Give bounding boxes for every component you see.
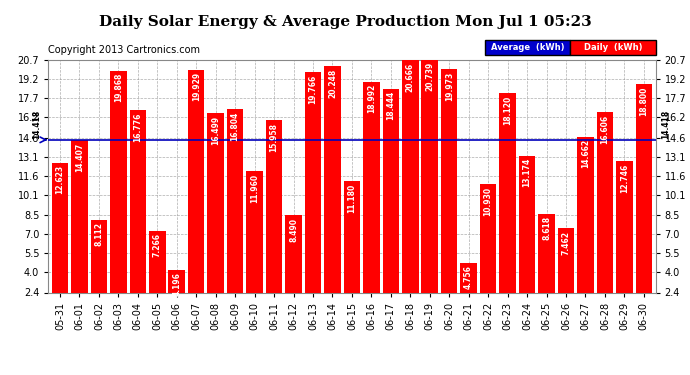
Text: Average  (kWh): Average (kWh) xyxy=(491,44,564,52)
Text: Daily  (kWh): Daily (kWh) xyxy=(584,44,642,52)
Bar xyxy=(635,84,652,323)
Bar xyxy=(90,220,107,323)
Text: 19.868: 19.868 xyxy=(114,73,123,102)
Bar xyxy=(577,137,593,323)
FancyBboxPatch shape xyxy=(486,40,571,56)
Bar xyxy=(480,184,496,323)
Bar xyxy=(168,270,185,323)
Bar xyxy=(597,112,613,323)
Text: 4.196: 4.196 xyxy=(172,272,181,296)
Text: 18.800: 18.800 xyxy=(640,87,649,116)
Bar xyxy=(208,113,224,323)
Bar xyxy=(500,93,516,323)
Text: 19.766: 19.766 xyxy=(308,74,317,104)
Text: 12.746: 12.746 xyxy=(620,164,629,193)
Text: 13.174: 13.174 xyxy=(522,158,531,188)
Text: 10.930: 10.930 xyxy=(484,187,493,216)
Bar xyxy=(363,82,380,323)
Bar xyxy=(285,215,302,323)
Bar xyxy=(402,60,419,323)
Bar xyxy=(266,120,282,323)
Bar xyxy=(344,181,360,323)
Bar xyxy=(227,110,244,323)
Text: 15.958: 15.958 xyxy=(270,123,279,152)
Text: 18.120: 18.120 xyxy=(503,95,512,124)
Text: 14.418: 14.418 xyxy=(32,110,41,139)
Text: 16.776: 16.776 xyxy=(133,112,142,142)
Text: 11.960: 11.960 xyxy=(250,174,259,203)
Text: 16.606: 16.606 xyxy=(600,114,609,144)
Text: 8.112: 8.112 xyxy=(95,222,103,246)
Text: 20.666: 20.666 xyxy=(406,63,415,92)
Bar xyxy=(52,163,68,323)
Bar xyxy=(616,161,633,323)
Text: 8.618: 8.618 xyxy=(542,216,551,240)
Bar xyxy=(188,70,204,323)
Text: 12.623: 12.623 xyxy=(55,165,64,194)
Text: 14.662: 14.662 xyxy=(581,139,590,168)
FancyBboxPatch shape xyxy=(571,40,656,56)
Bar xyxy=(460,262,477,323)
Text: 20.248: 20.248 xyxy=(328,68,337,98)
Text: 14.407: 14.407 xyxy=(75,142,84,172)
Text: 19.973: 19.973 xyxy=(445,72,454,101)
Bar xyxy=(519,156,535,323)
Bar xyxy=(246,171,263,323)
Bar xyxy=(71,140,88,323)
Text: 16.499: 16.499 xyxy=(211,116,220,145)
Bar xyxy=(422,60,438,323)
Text: 14.418: 14.418 xyxy=(661,110,671,139)
Text: 18.444: 18.444 xyxy=(386,91,395,120)
Bar xyxy=(441,69,457,323)
Bar xyxy=(558,228,574,323)
Bar xyxy=(149,231,166,323)
Text: 20.739: 20.739 xyxy=(425,62,434,91)
Text: 16.804: 16.804 xyxy=(230,112,239,141)
Text: 7.266: 7.266 xyxy=(152,233,161,257)
Bar xyxy=(538,213,555,323)
Text: 8.490: 8.490 xyxy=(289,217,298,242)
Bar xyxy=(110,70,127,323)
Text: 19.929: 19.929 xyxy=(192,72,201,102)
Bar xyxy=(305,72,322,323)
Bar xyxy=(382,88,399,323)
Text: 7.462: 7.462 xyxy=(562,231,571,255)
Text: Daily Solar Energy & Average Production Mon Jul 1 05:23: Daily Solar Energy & Average Production … xyxy=(99,15,591,29)
Text: 4.756: 4.756 xyxy=(464,265,473,289)
Bar xyxy=(324,66,341,323)
Text: 11.180: 11.180 xyxy=(347,183,357,213)
Text: 18.992: 18.992 xyxy=(367,84,376,114)
Text: Copyright 2013 Cartronics.com: Copyright 2013 Cartronics.com xyxy=(48,45,200,56)
Bar xyxy=(130,110,146,323)
